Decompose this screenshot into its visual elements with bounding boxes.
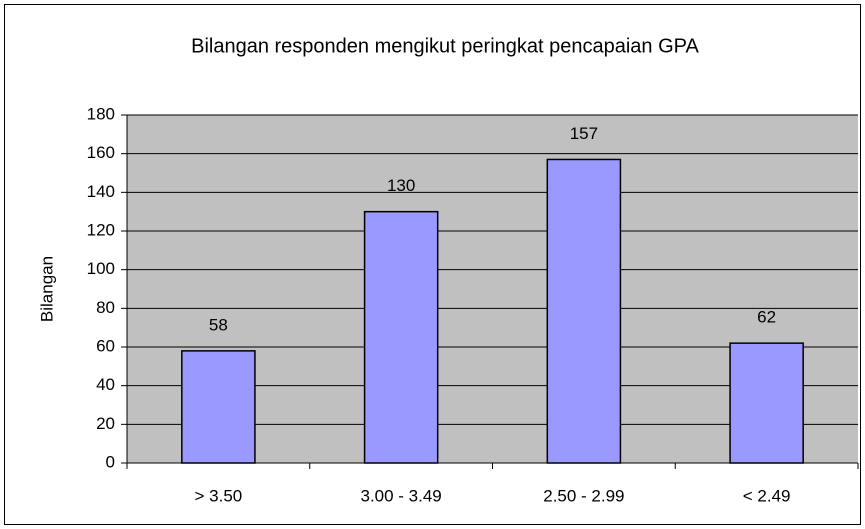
y-axis-label: Bilangan bbox=[37, 256, 56, 322]
y-tick-label: 0 bbox=[106, 452, 115, 471]
y-tick-label: 40 bbox=[96, 375, 115, 394]
bar bbox=[729, 342, 804, 464]
y-tick-label: 120 bbox=[87, 220, 115, 239]
y-tick-label: 180 bbox=[87, 104, 115, 123]
x-tick-label: > 3.50 bbox=[195, 486, 243, 505]
y-tick-label: 140 bbox=[87, 182, 115, 201]
y-tick-label: 60 bbox=[96, 336, 115, 355]
y-tick-label: 100 bbox=[87, 259, 115, 278]
data-label: 157 bbox=[570, 124, 598, 143]
x-tick-label: < 2.49 bbox=[743, 486, 791, 505]
data-label: 58 bbox=[209, 315, 228, 334]
chart-title: Bilangan responden mengikut peringkat pe… bbox=[191, 35, 699, 57]
y-tick-label: 20 bbox=[96, 414, 115, 433]
bar bbox=[363, 210, 439, 464]
data-label: 62 bbox=[757, 308, 776, 327]
bar bbox=[546, 158, 622, 464]
y-tick-label: 160 bbox=[87, 143, 115, 162]
bar bbox=[181, 350, 256, 464]
x-tick-label: 2.50 - 2.99 bbox=[543, 486, 624, 505]
y-tick-label: 80 bbox=[96, 298, 115, 317]
data-label: 130 bbox=[387, 176, 415, 195]
x-tick-label: 3.00 - 3.49 bbox=[360, 486, 441, 505]
